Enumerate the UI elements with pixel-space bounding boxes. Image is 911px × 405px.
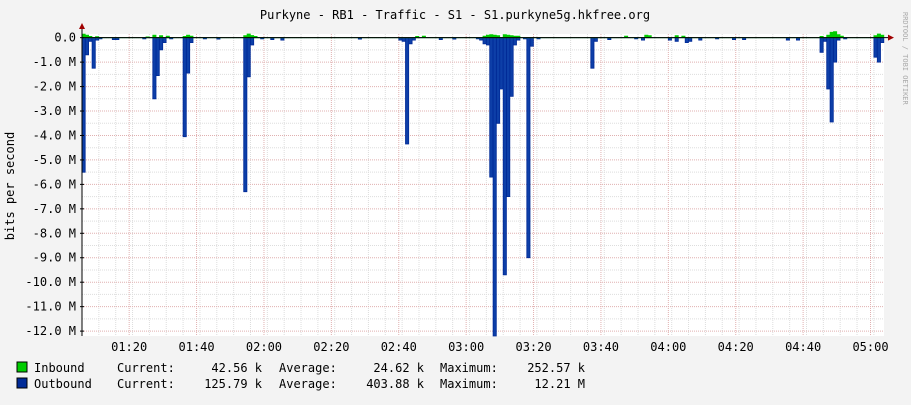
axes <box>79 23 894 336</box>
y-tick-label: -7.0 M <box>33 202 76 216</box>
y-tick-label: -4.0 M <box>33 128 76 142</box>
legend-current-inbound: 42.56 k <box>211 361 262 375</box>
y-tick-label: -6.0 M <box>33 177 76 191</box>
y-tick-label: -12.0 M <box>25 324 76 338</box>
x-tick-label: 02:00 <box>246 340 282 354</box>
y-axis-arrow <box>79 23 85 29</box>
x-tick-label: 04:00 <box>650 340 686 354</box>
x-tick-label: 03:20 <box>515 340 551 354</box>
x-axis-arrow <box>888 34 894 41</box>
legend-name-outbound: Outbound <box>34 377 92 391</box>
legend-swatch-inbound <box>16 361 28 373</box>
y-tick-labels: 0.0 -1.0 M -2.0 M -3.0 M -4.0 M -5.0 M -6.0 M -… <box>25 31 84 338</box>
legend-name-inbound: Inbound <box>34 361 85 375</box>
legend-maximum-inbound: 252.57 k <box>527 361 586 375</box>
legend-maximum-outbound: 12.21 M <box>534 377 585 391</box>
y-tick-label: -3.0 M <box>33 104 76 118</box>
legend-swatch-outbound <box>16 377 28 389</box>
y-tick-label: 0.0 <box>54 31 76 45</box>
x-tick-label: 05:00 <box>852 340 888 354</box>
x-tick-label: 03:40 <box>583 340 619 354</box>
x-tick-label: 04:40 <box>785 340 821 354</box>
grid <box>81 34 884 336</box>
y-tick-label: -2.0 M <box>33 80 76 94</box>
legend-maximum-label-inbound: Maximum: <box>440 361 498 375</box>
legend-average-label-outbound: Average: <box>279 377 337 391</box>
legend-current-outbound: 125.79 k <box>204 377 263 391</box>
legend-current-label-outbound: Current: <box>117 377 175 391</box>
x-tick-label: 01:20 <box>111 340 147 354</box>
legend-maximum-label-outbound: Maximum: <box>440 377 498 391</box>
x-tick-label: 02:40 <box>381 340 417 354</box>
legend-average-label-inbound: Average: <box>279 361 337 375</box>
legend-average-outbound: 403.88 k <box>366 377 425 391</box>
legend-current-label-inbound: Current: <box>117 361 175 375</box>
y-tick-label: -10.0 M <box>25 275 76 289</box>
legend-average-inbound: 24.62 k <box>373 361 424 375</box>
y-tick-label: -1.0 M <box>33 55 76 69</box>
y-axis-label: bits per second <box>3 132 17 240</box>
x-tick-label: 04:20 <box>718 340 754 354</box>
y-tick-label: -9.0 M <box>33 251 76 265</box>
legend-row-outbound: Outbound Current: 125.79 k Average: 403.… <box>16 377 585 391</box>
x-tick-label: 03:00 <box>448 340 484 354</box>
y-tick-label: -8.0 M <box>33 226 76 240</box>
chart-title: Purkyne - RB1 - Traffic - S1 - S1.purkyn… <box>260 8 650 22</box>
outbound-area <box>81 37 885 337</box>
legend: Inbound Current: 42.56 k Average: 24.62 … <box>16 361 586 391</box>
y-tick-label: -11.0 M <box>25 300 76 314</box>
y-tick-label: -5.0 M <box>33 153 76 167</box>
x-tick-labels: 01:20 01:40 02:00 02:20 02:40 03:00 03:20 03:40… <box>111 340 888 354</box>
plot-area <box>82 34 884 336</box>
x-tick-label: 02:20 <box>313 340 349 354</box>
rrdtool-watermark: RRDTOOL / TOBI OETIKER <box>901 12 909 106</box>
legend-row-inbound: Inbound Current: 42.56 k Average: 24.62 … <box>16 361 586 375</box>
x-tick-label: 01:40 <box>179 340 215 354</box>
